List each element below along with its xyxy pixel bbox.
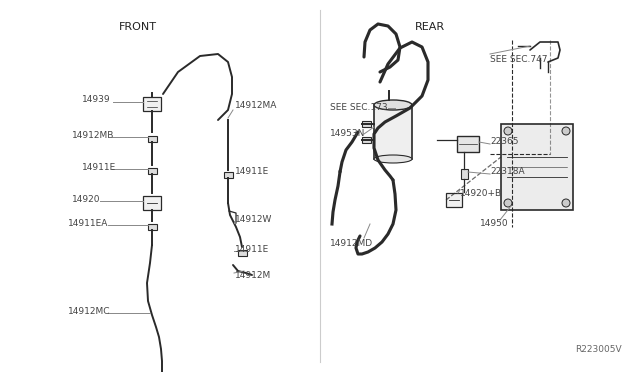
Circle shape: [504, 199, 512, 207]
Bar: [446, 193, 462, 207]
Text: 14939: 14939: [82, 96, 111, 105]
Circle shape: [504, 127, 512, 135]
Text: 14911E: 14911E: [235, 244, 269, 253]
Ellipse shape: [374, 100, 412, 110]
Text: FRONT: FRONT: [119, 22, 157, 32]
Ellipse shape: [374, 155, 412, 163]
Circle shape: [562, 127, 570, 135]
Bar: [457, 136, 479, 152]
Text: 14912MC: 14912MC: [68, 307, 111, 315]
Bar: [223, 172, 232, 178]
Text: 22365: 22365: [490, 138, 518, 147]
Text: 14920: 14920: [72, 195, 100, 203]
Text: 14950: 14950: [480, 219, 509, 228]
Text: 14912MA: 14912MA: [235, 102, 277, 110]
Text: 14911E: 14911E: [235, 167, 269, 176]
Text: 14911EA: 14911EA: [68, 218, 108, 228]
Text: 14912MB: 14912MB: [72, 131, 115, 140]
Bar: [501, 124, 573, 210]
Bar: [147, 224, 157, 230]
Bar: [461, 169, 467, 179]
Bar: [143, 97, 161, 111]
Text: SEE SEC.747: SEE SEC.747: [490, 55, 547, 64]
Text: 14920+B: 14920+B: [460, 189, 502, 199]
Bar: [362, 121, 371, 127]
Text: 14912MD: 14912MD: [330, 240, 373, 248]
Text: SEE SEC.173: SEE SEC.173: [330, 103, 388, 112]
Text: 14912W: 14912W: [235, 215, 273, 224]
Bar: [147, 136, 157, 142]
Text: 14912M: 14912M: [235, 270, 271, 279]
Text: 14953N: 14953N: [330, 129, 365, 138]
Text: 22318A: 22318A: [490, 167, 525, 176]
Text: REAR: REAR: [415, 22, 445, 32]
Text: R223005V: R223005V: [575, 345, 622, 354]
Bar: [143, 196, 161, 210]
Bar: [237, 250, 246, 256]
Bar: [147, 168, 157, 174]
Circle shape: [562, 199, 570, 207]
Bar: [362, 137, 371, 143]
Text: 14911E: 14911E: [82, 163, 116, 171]
Bar: [374, 105, 412, 159]
